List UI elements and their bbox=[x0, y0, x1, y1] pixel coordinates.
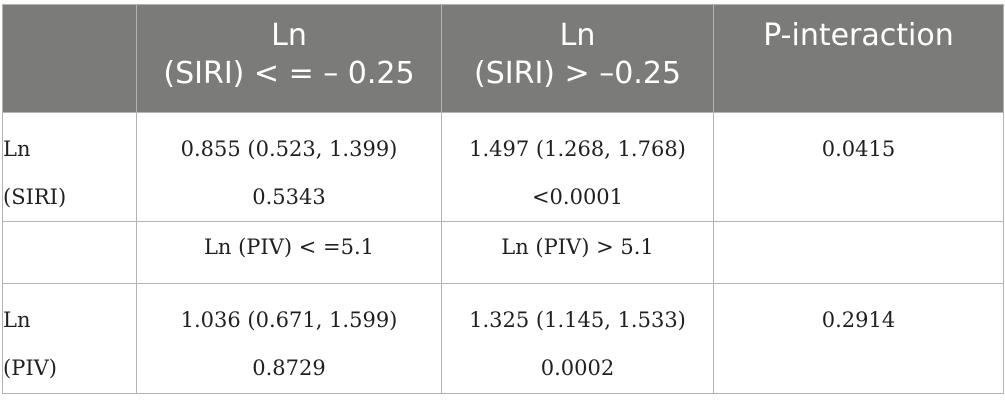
table-cell: 1.497 (1.268, 1.768) <0.0001 bbox=[441, 112, 714, 222]
row-label: (SIRI) bbox=[3, 185, 67, 209]
table-row: Ln (SIRI) 0.855 (0.523, 1.399) 0.5343 1.… bbox=[2, 112, 1004, 222]
interaction-table: Ln (SIRI) < = – 0.25 Ln (SIRI) > –0.25 P… bbox=[2, 4, 1004, 394]
row-label-cell bbox=[2, 221, 137, 284]
row-label: Ln bbox=[3, 137, 31, 161]
cell-value: <0.0001 bbox=[531, 185, 624, 209]
header-text: (SIRI) > –0.25 bbox=[474, 56, 681, 91]
header-cell-siri-low: Ln (SIRI) < = – 0.25 bbox=[136, 4, 442, 113]
table-row: Ln (PIV) < =5.1 Ln (PIV) > 5.1 bbox=[2, 221, 1004, 284]
table-cell: 0.855 (0.523, 1.399) 0.5343 bbox=[136, 112, 442, 222]
header-text: Ln bbox=[559, 18, 596, 53]
cell-value: 0.855 (0.523, 1.399) bbox=[180, 137, 398, 161]
p-value: 0.0415 bbox=[821, 137, 896, 161]
table-cell: 1.036 (0.671, 1.599) 0.8729 bbox=[136, 283, 442, 394]
p-value-cell: 0.2914 bbox=[713, 283, 1004, 394]
header-row: Ln (SIRI) < = – 0.25 Ln (SIRI) > –0.25 P… bbox=[2, 4, 1004, 113]
subheader-cell: Ln (PIV) < =5.1 bbox=[136, 221, 442, 284]
p-value: 0.2914 bbox=[821, 308, 896, 332]
cell-value: 1.325 (1.145, 1.533) bbox=[469, 308, 686, 332]
cell-value: 1.036 (0.671, 1.599) bbox=[180, 308, 398, 332]
p-value-cell: 0.0415 bbox=[713, 112, 1004, 222]
header-text: P-interaction bbox=[763, 18, 954, 53]
header-text: Ln bbox=[271, 18, 307, 53]
row-label: (PIV) bbox=[3, 356, 57, 380]
cell-value: 0.0002 bbox=[540, 356, 615, 380]
table-cell: 1.325 (1.145, 1.533) 0.0002 bbox=[441, 283, 714, 394]
table-row: Ln (PIV) 1.036 (0.671, 1.599) 0.8729 1.3… bbox=[2, 283, 1004, 394]
row-label-cell: Ln (SIRI) bbox=[2, 112, 137, 222]
header-text: (SIRI) < = – 0.25 bbox=[163, 56, 415, 91]
cell-value: 0.5343 bbox=[252, 185, 326, 209]
row-label-cell: Ln (PIV) bbox=[2, 283, 137, 394]
subheader-text: Ln (PIV) < =5.1 bbox=[203, 235, 375, 259]
header-cell-siri-high: Ln (SIRI) > –0.25 bbox=[441, 4, 714, 113]
cell-value: 1.497 (1.268, 1.768) bbox=[469, 137, 686, 161]
subheader-cell: Ln (PIV) > 5.1 bbox=[441, 221, 714, 284]
row-label: Ln bbox=[3, 308, 31, 332]
subheader-text: Ln (PIV) > 5.1 bbox=[501, 235, 654, 259]
p-value-cell bbox=[713, 221, 1004, 284]
header-cell-empty bbox=[2, 4, 137, 113]
cell-value: 0.8729 bbox=[252, 356, 326, 380]
header-cell-p-interaction: P-interaction bbox=[713, 4, 1004, 113]
